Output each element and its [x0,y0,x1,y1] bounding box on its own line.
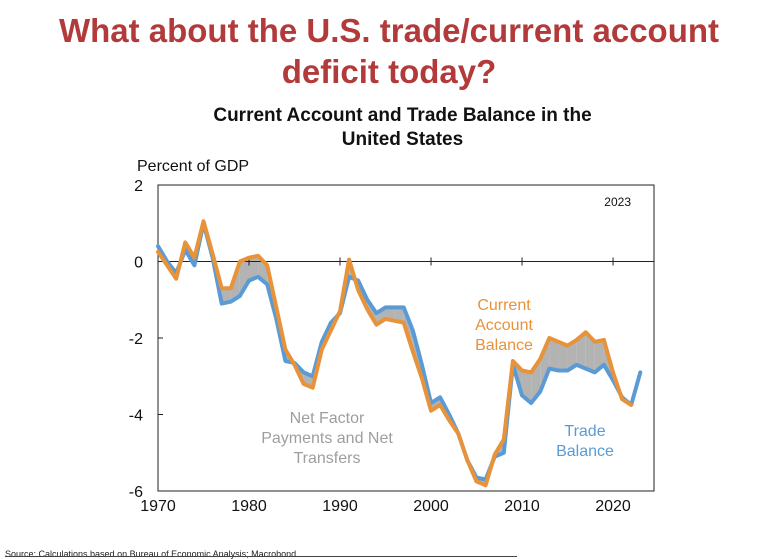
trade-balance-line [156,221,643,482]
net-factor-band [540,338,550,392]
net-factor-band [558,341,568,371]
y-axis-label: Percent of GDP [137,158,249,175]
x-tick-label: 1970 [140,498,176,515]
chart-title-line-1: Current Account and Trade Balance in the [213,105,592,126]
net-factor-band [349,259,359,291]
x-tick-label: 1980 [231,498,267,515]
current-account-annotation: Balance [475,337,533,354]
current-account-annotation: Account [475,317,533,334]
x-tick-label: 2010 [504,498,540,515]
current-account-annotation: Current [477,297,531,314]
net-factor-annotation: Net Factor [290,410,365,427]
net-factor-annotation: Transfers [294,450,361,467]
y-tick-label: -4 [129,408,143,425]
net-factor-band [576,332,586,369]
slide-title-line-1: What about the U.S. trade/current accoun… [58,12,720,49]
net-factor-band [567,339,577,371]
y-tick-label: -2 [129,331,143,348]
net-factor-band [239,257,250,296]
x-tick-label: 1990 [322,498,358,515]
y-tick-label: -6 [129,484,143,501]
y-tick-label: 2 [134,178,143,195]
x-tick-label: 2020 [595,498,631,515]
y-tick-label: 0 [134,255,143,272]
chart-title-line-2: United States [341,129,464,150]
series-lines [156,219,643,488]
source-rule [5,556,517,557]
x-tick-label: 2000 [413,498,449,515]
slide-title-line-2: deficit today? [281,53,497,90]
source-note: Source: Calculations based on Bureau of … [5,549,297,559]
net-factor-band [394,307,404,323]
current-account-line [156,219,634,488]
net-factor-band [221,288,231,304]
trade-balance-annotation: Balance [556,443,614,460]
slide-title: What about the U.S. trade/current accoun… [0,10,778,92]
year-label: 2023 [604,195,631,209]
net-factor-annotation: Payments and Net [261,430,393,447]
trade-balance-annotation: Trade [564,423,605,440]
chart-title: Current Account and Trade Balance in the… [150,104,655,152]
net-factor-band [549,338,559,371]
annotations: Current Account Balance Net Factor Payments … [261,297,614,467]
